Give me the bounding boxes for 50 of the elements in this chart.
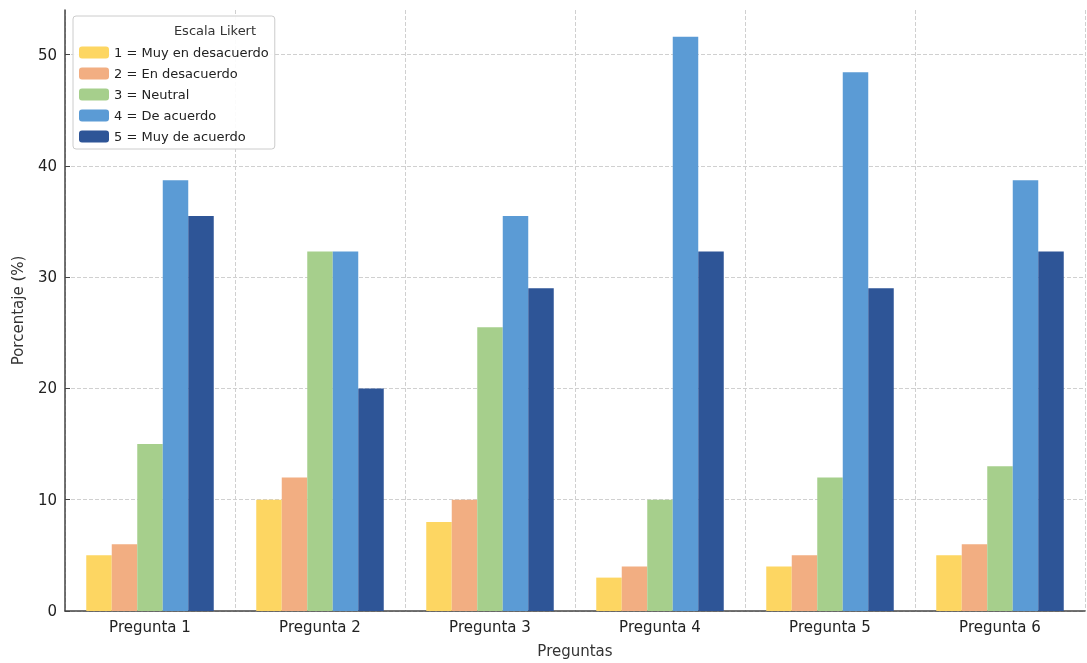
x-tick-label: Pregunta 4 bbox=[619, 617, 701, 636]
bar bbox=[817, 477, 843, 611]
legend-label: 3 = Neutral bbox=[114, 87, 190, 102]
bar bbox=[596, 577, 622, 611]
y-tick-label: 30 bbox=[37, 268, 57, 287]
y-tick-label: 20 bbox=[37, 379, 57, 398]
bar bbox=[936, 555, 962, 611]
bar bbox=[528, 288, 554, 611]
legend-label: 4 = De acuerdo bbox=[114, 108, 217, 123]
x-tick-label: Pregunta 3 bbox=[449, 617, 531, 636]
bar bbox=[647, 499, 673, 611]
bar bbox=[137, 444, 163, 611]
bar bbox=[332, 251, 359, 611]
bar bbox=[698, 251, 724, 611]
bar bbox=[621, 566, 648, 611]
bar bbox=[987, 466, 1013, 611]
bar bbox=[791, 555, 818, 611]
legend-label: 5 = Muy de acuerdo bbox=[114, 129, 246, 144]
legend-title: Escala Likert bbox=[173, 22, 257, 38]
x-tick-label: Pregunta 5 bbox=[789, 617, 871, 636]
bar bbox=[281, 477, 308, 611]
bar bbox=[451, 499, 478, 611]
y-tick-label: 0 bbox=[47, 602, 57, 620]
y-tick-label: 10 bbox=[37, 490, 57, 509]
bar bbox=[111, 544, 138, 611]
bar bbox=[256, 499, 282, 611]
x-tick-label: Pregunta 1 bbox=[109, 617, 191, 636]
bar bbox=[426, 521, 452, 611]
x-tick-label: Pregunta 6 bbox=[959, 617, 1041, 636]
bar bbox=[307, 251, 333, 611]
bar bbox=[961, 544, 988, 611]
bar bbox=[477, 327, 503, 611]
bar bbox=[162, 180, 189, 611]
legend-label: 1 = Muy en desacuerdo bbox=[114, 45, 269, 60]
bar bbox=[766, 566, 792, 611]
bar bbox=[842, 72, 869, 611]
y-axis-title: Porcentaje (%) bbox=[8, 255, 27, 366]
y-tick-label: 40 bbox=[37, 156, 57, 175]
y-tick-label: 50 bbox=[37, 45, 57, 64]
x-tick-label: Pregunta 2 bbox=[279, 617, 361, 636]
bar bbox=[188, 215, 214, 611]
bar bbox=[672, 36, 699, 611]
bar bbox=[868, 288, 894, 611]
bar bbox=[502, 215, 529, 611]
bar bbox=[1012, 180, 1039, 611]
bar bbox=[86, 555, 112, 611]
legend-label: 2 = En desacuerdo bbox=[114, 66, 238, 81]
bar bbox=[358, 388, 384, 611]
bar bbox=[1038, 251, 1064, 611]
x-axis-title: Preguntas bbox=[537, 641, 613, 660]
